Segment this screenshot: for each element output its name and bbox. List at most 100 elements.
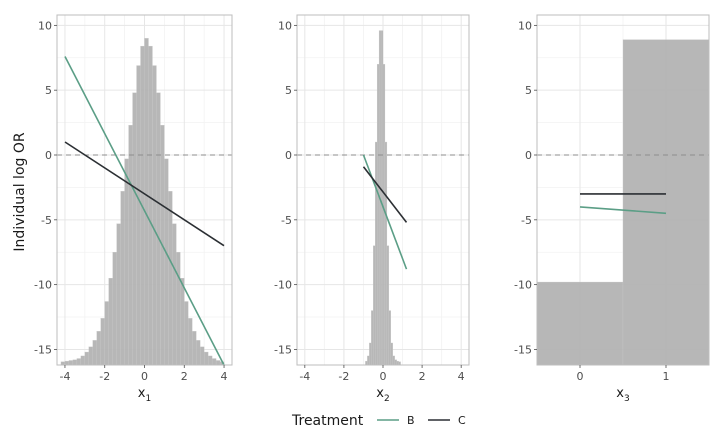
histogram-bar xyxy=(64,360,70,365)
histogram-bar xyxy=(215,360,221,365)
x-tick-label: 4 xyxy=(458,370,465,383)
histogram-bar xyxy=(132,92,137,365)
histogram-bar xyxy=(384,141,388,365)
histogram-bar xyxy=(68,360,74,365)
y-tick-label: -5 xyxy=(41,214,52,227)
histogram-bar xyxy=(104,301,109,365)
y-tick-label: -15 xyxy=(274,343,292,356)
histogram-bar xyxy=(72,359,78,365)
histogram-bar xyxy=(386,245,390,365)
y-tick-label: 5 xyxy=(285,84,292,97)
panel-2: 10 5 0 -5 -10 -15 -4 -2 0 2 4 x2 xyxy=(274,14,470,404)
histogram-bar xyxy=(204,351,209,365)
panel-border xyxy=(536,14,710,366)
histogram-bar xyxy=(152,65,157,365)
histogram-bar xyxy=(156,92,161,365)
y-tick-label: -15 xyxy=(514,343,532,356)
histogram-bar xyxy=(172,223,177,365)
x-tick-label: 2 xyxy=(181,370,188,383)
histogram-bar xyxy=(128,125,133,365)
y-tick-label: -10 xyxy=(274,279,292,292)
histogram-bar xyxy=(92,340,97,365)
y-tick-label: 5 xyxy=(525,84,532,97)
x-axis-title: x1 xyxy=(138,386,151,404)
histogram-bar xyxy=(108,277,113,365)
histogram-bar xyxy=(144,38,149,365)
histogram-bar xyxy=(396,360,399,365)
histogram-bar xyxy=(88,346,93,365)
histogram-bar xyxy=(382,64,386,365)
legend: Treatment B C xyxy=(291,413,466,429)
histogram-bar xyxy=(392,355,395,365)
y-tick-label: 5 xyxy=(45,84,52,97)
histogram-bar xyxy=(367,355,370,365)
histogram-bar xyxy=(390,342,393,365)
series-lines xyxy=(64,56,225,365)
x-tick-label: 0 xyxy=(141,370,148,383)
histogram-bar xyxy=(365,360,368,365)
legend-title: Treatment xyxy=(291,413,364,429)
x-tick-label: 0 xyxy=(577,370,584,383)
histogram-bar xyxy=(537,281,624,365)
series-lines xyxy=(579,193,667,215)
x-tick-label: 0 xyxy=(380,370,387,383)
y-axis-title: Individual log OR xyxy=(12,132,28,251)
histogram-bar xyxy=(80,355,85,365)
histogram-bar xyxy=(116,223,121,365)
histogram-bar xyxy=(388,310,391,365)
series-line-c xyxy=(64,141,225,247)
y-tick-label: 0 xyxy=(45,149,52,162)
histogram-bar xyxy=(207,355,213,365)
legend-key-c-label: C xyxy=(458,414,466,427)
y-tick-label: -5 xyxy=(281,214,292,227)
histogram xyxy=(537,39,709,365)
x-tick-label: 4 xyxy=(221,370,228,383)
series-line-b xyxy=(64,56,225,365)
histogram-bar xyxy=(84,351,89,365)
panel-1: 10 5 0 -5 -10 -15 -4 -2 0 2 4 x1 xyxy=(34,14,233,404)
histogram-bar xyxy=(375,141,378,365)
histogram-bar xyxy=(184,301,189,365)
histogram-bar xyxy=(136,65,141,365)
y-tick-label: -15 xyxy=(34,343,52,356)
histogram-bar xyxy=(192,331,197,365)
y-tick-label: 0 xyxy=(525,149,532,162)
x-axis-title: x2 xyxy=(376,386,389,404)
histogram-bar xyxy=(148,45,153,365)
y-tick-label: -10 xyxy=(514,279,532,292)
series-line-c xyxy=(362,166,408,223)
x-tick-label: -4 xyxy=(299,370,310,383)
histogram-bar xyxy=(180,277,185,365)
histogram-bar xyxy=(196,340,201,365)
histogram-bar xyxy=(373,245,376,365)
histogram xyxy=(365,30,401,365)
legend-key-b-label: B xyxy=(407,414,415,427)
x-axis-title: x3 xyxy=(616,386,629,404)
histogram-bar xyxy=(369,342,372,365)
y-tick-label: -10 xyxy=(34,279,52,292)
histogram-bar xyxy=(176,252,181,365)
x-tick-label: -2 xyxy=(338,370,349,383)
x-tick-label: -2 xyxy=(99,370,110,383)
histogram-bar xyxy=(622,39,709,365)
histogram-bar xyxy=(120,191,125,365)
histogram-bar xyxy=(376,64,380,365)
histogram-bar xyxy=(76,358,82,365)
histogram-bar xyxy=(124,158,129,365)
y-tick-label: 10 xyxy=(38,19,52,32)
histogram-bar xyxy=(371,310,374,365)
y-tick-label: 0 xyxy=(285,149,292,162)
series-lines xyxy=(362,154,408,270)
histogram-bar xyxy=(164,158,169,365)
histogram-bar xyxy=(96,331,101,365)
y-tick-label: -5 xyxy=(521,214,532,227)
histogram-bar xyxy=(168,191,173,365)
histogram-bar xyxy=(100,318,105,365)
histogram-bar xyxy=(211,358,217,365)
x-tick-label: 2 xyxy=(419,370,426,383)
x-tick-label: 1 xyxy=(663,370,670,383)
histogram-bar xyxy=(188,318,193,365)
y-tick-label: 10 xyxy=(518,19,532,32)
